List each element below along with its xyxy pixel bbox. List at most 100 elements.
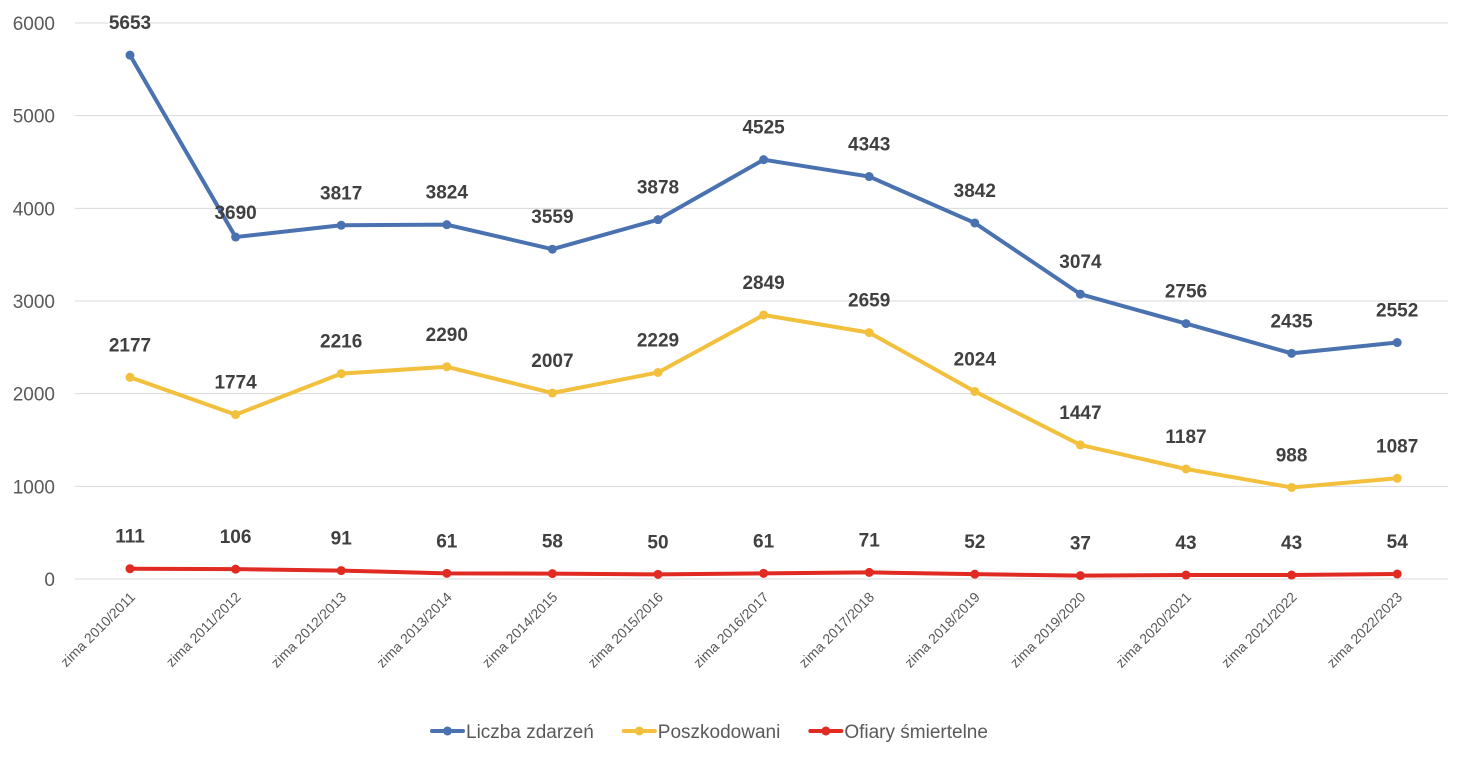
data-label: 2229	[637, 330, 679, 351]
legend-swatch-marker	[634, 726, 644, 736]
data-point	[1181, 319, 1191, 329]
x-tick-label: zima 2021/2022	[1218, 589, 1300, 671]
data-label: 43	[1281, 533, 1302, 554]
data-label: 1087	[1376, 436, 1418, 457]
data-label: 3824	[426, 183, 469, 204]
data-point	[547, 569, 557, 579]
data-label: 2756	[1165, 282, 1207, 303]
data-label: 54	[1387, 532, 1409, 553]
data-label: 2177	[109, 335, 151, 356]
data-label: 91	[331, 529, 353, 550]
data-label: 1447	[1059, 403, 1101, 424]
data-label: 43	[1175, 533, 1196, 554]
data-point	[547, 244, 557, 254]
y-tick-label: 2000	[13, 385, 55, 406]
data-point	[970, 218, 980, 228]
data-label: 61	[753, 531, 775, 552]
data-point	[653, 215, 663, 225]
data-label: 4525	[742, 118, 785, 139]
x-tick-label: zima 2012/2013	[268, 589, 350, 671]
x-tick-label: zima 2010/2011	[57, 589, 138, 670]
data-point	[1392, 569, 1402, 579]
data-label: 1187	[1165, 427, 1206, 448]
x-tick-label: zima 2022/2023	[1324, 589, 1406, 671]
x-tick-label: zima 2019/2020	[1007, 589, 1089, 671]
legend-label: Liczba zdarzeń	[466, 722, 594, 743]
x-tick-label: zima 2011/2012	[163, 589, 244, 670]
series-lines	[125, 50, 1402, 581]
gridlines	[75, 22, 1448, 580]
data-label: 2007	[531, 351, 573, 372]
data-label: 3074	[1059, 252, 1102, 273]
data-label: 37	[1070, 534, 1091, 555]
data-point	[1287, 482, 1297, 492]
data-point	[1075, 571, 1085, 581]
y-axis: 0 1000 2000 3000 4000 5000 6000	[13, 14, 55, 591]
data-label: 52	[964, 532, 985, 553]
data-label: 2024	[954, 349, 997, 370]
data-point	[970, 569, 980, 579]
y-tick-label: 5000	[13, 107, 55, 128]
data-label: 71	[859, 530, 881, 551]
data-point	[653, 367, 663, 377]
data-point	[1075, 289, 1085, 299]
data-point	[231, 564, 241, 574]
data-point	[1181, 464, 1191, 474]
data-label: 111	[115, 527, 145, 548]
data-point	[336, 369, 346, 379]
data-label: 3842	[954, 181, 996, 202]
data-label: 2435	[1270, 311, 1313, 332]
data-label: 5653	[109, 13, 151, 34]
y-tick-label: 0	[44, 570, 55, 591]
data-label: 3690	[214, 203, 256, 224]
data-label: 4343	[848, 135, 890, 156]
data-point	[336, 220, 346, 230]
y-tick-label: 4000	[13, 199, 55, 220]
data-point	[442, 362, 452, 372]
legend-label: Ofiary śmiertelne	[844, 722, 988, 743]
data-point	[336, 566, 346, 576]
legend-swatch-marker	[821, 726, 831, 736]
data-point	[231, 410, 241, 420]
x-tick-label: zima 2014/2015	[479, 589, 561, 671]
data-label: 3878	[637, 178, 679, 199]
data-point	[1181, 570, 1191, 580]
y-tick-label: 3000	[13, 292, 55, 313]
data-point	[1392, 473, 1402, 483]
y-tick-label: 6000	[13, 14, 55, 35]
data-label: 1774	[214, 373, 257, 394]
data-point	[442, 220, 452, 230]
data-point	[1287, 570, 1297, 580]
data-point	[125, 50, 135, 60]
data-point	[864, 328, 874, 338]
data-label: 2552	[1376, 301, 1418, 322]
data-point	[1392, 338, 1402, 348]
data-point	[653, 569, 663, 579]
x-tick-label: zima 2020/2021	[1112, 589, 1194, 671]
data-label: 50	[647, 532, 668, 553]
data-label: 106	[220, 527, 252, 548]
legend-label: Poszkodowani	[658, 722, 781, 743]
data-point	[759, 155, 769, 165]
legend-swatch-marker	[443, 726, 452, 736]
data-label: 2216	[320, 332, 362, 353]
data-label: 2290	[426, 325, 468, 346]
data-point	[759, 568, 769, 578]
data-point	[125, 564, 135, 574]
data-label: 61	[436, 531, 458, 552]
data-point	[864, 172, 874, 182]
data-label: 2659	[848, 291, 890, 312]
x-tick-label: zima 2017/2018	[796, 589, 878, 671]
x-tick-label: zima 2016/2017	[690, 589, 772, 671]
x-tick-label: zima 2018/2019	[901, 589, 983, 671]
x-axis: zima 2010/2011 zima 2011/2012 zima 2012/20…	[57, 589, 1405, 671]
data-point	[1287, 348, 1297, 358]
data-label: 988	[1276, 445, 1308, 466]
x-tick-label: zima 2013/2014	[373, 589, 455, 671]
data-label: 58	[542, 532, 563, 553]
data-point	[970, 386, 980, 396]
data-label: 3559	[531, 207, 573, 228]
data-point	[1075, 440, 1085, 450]
